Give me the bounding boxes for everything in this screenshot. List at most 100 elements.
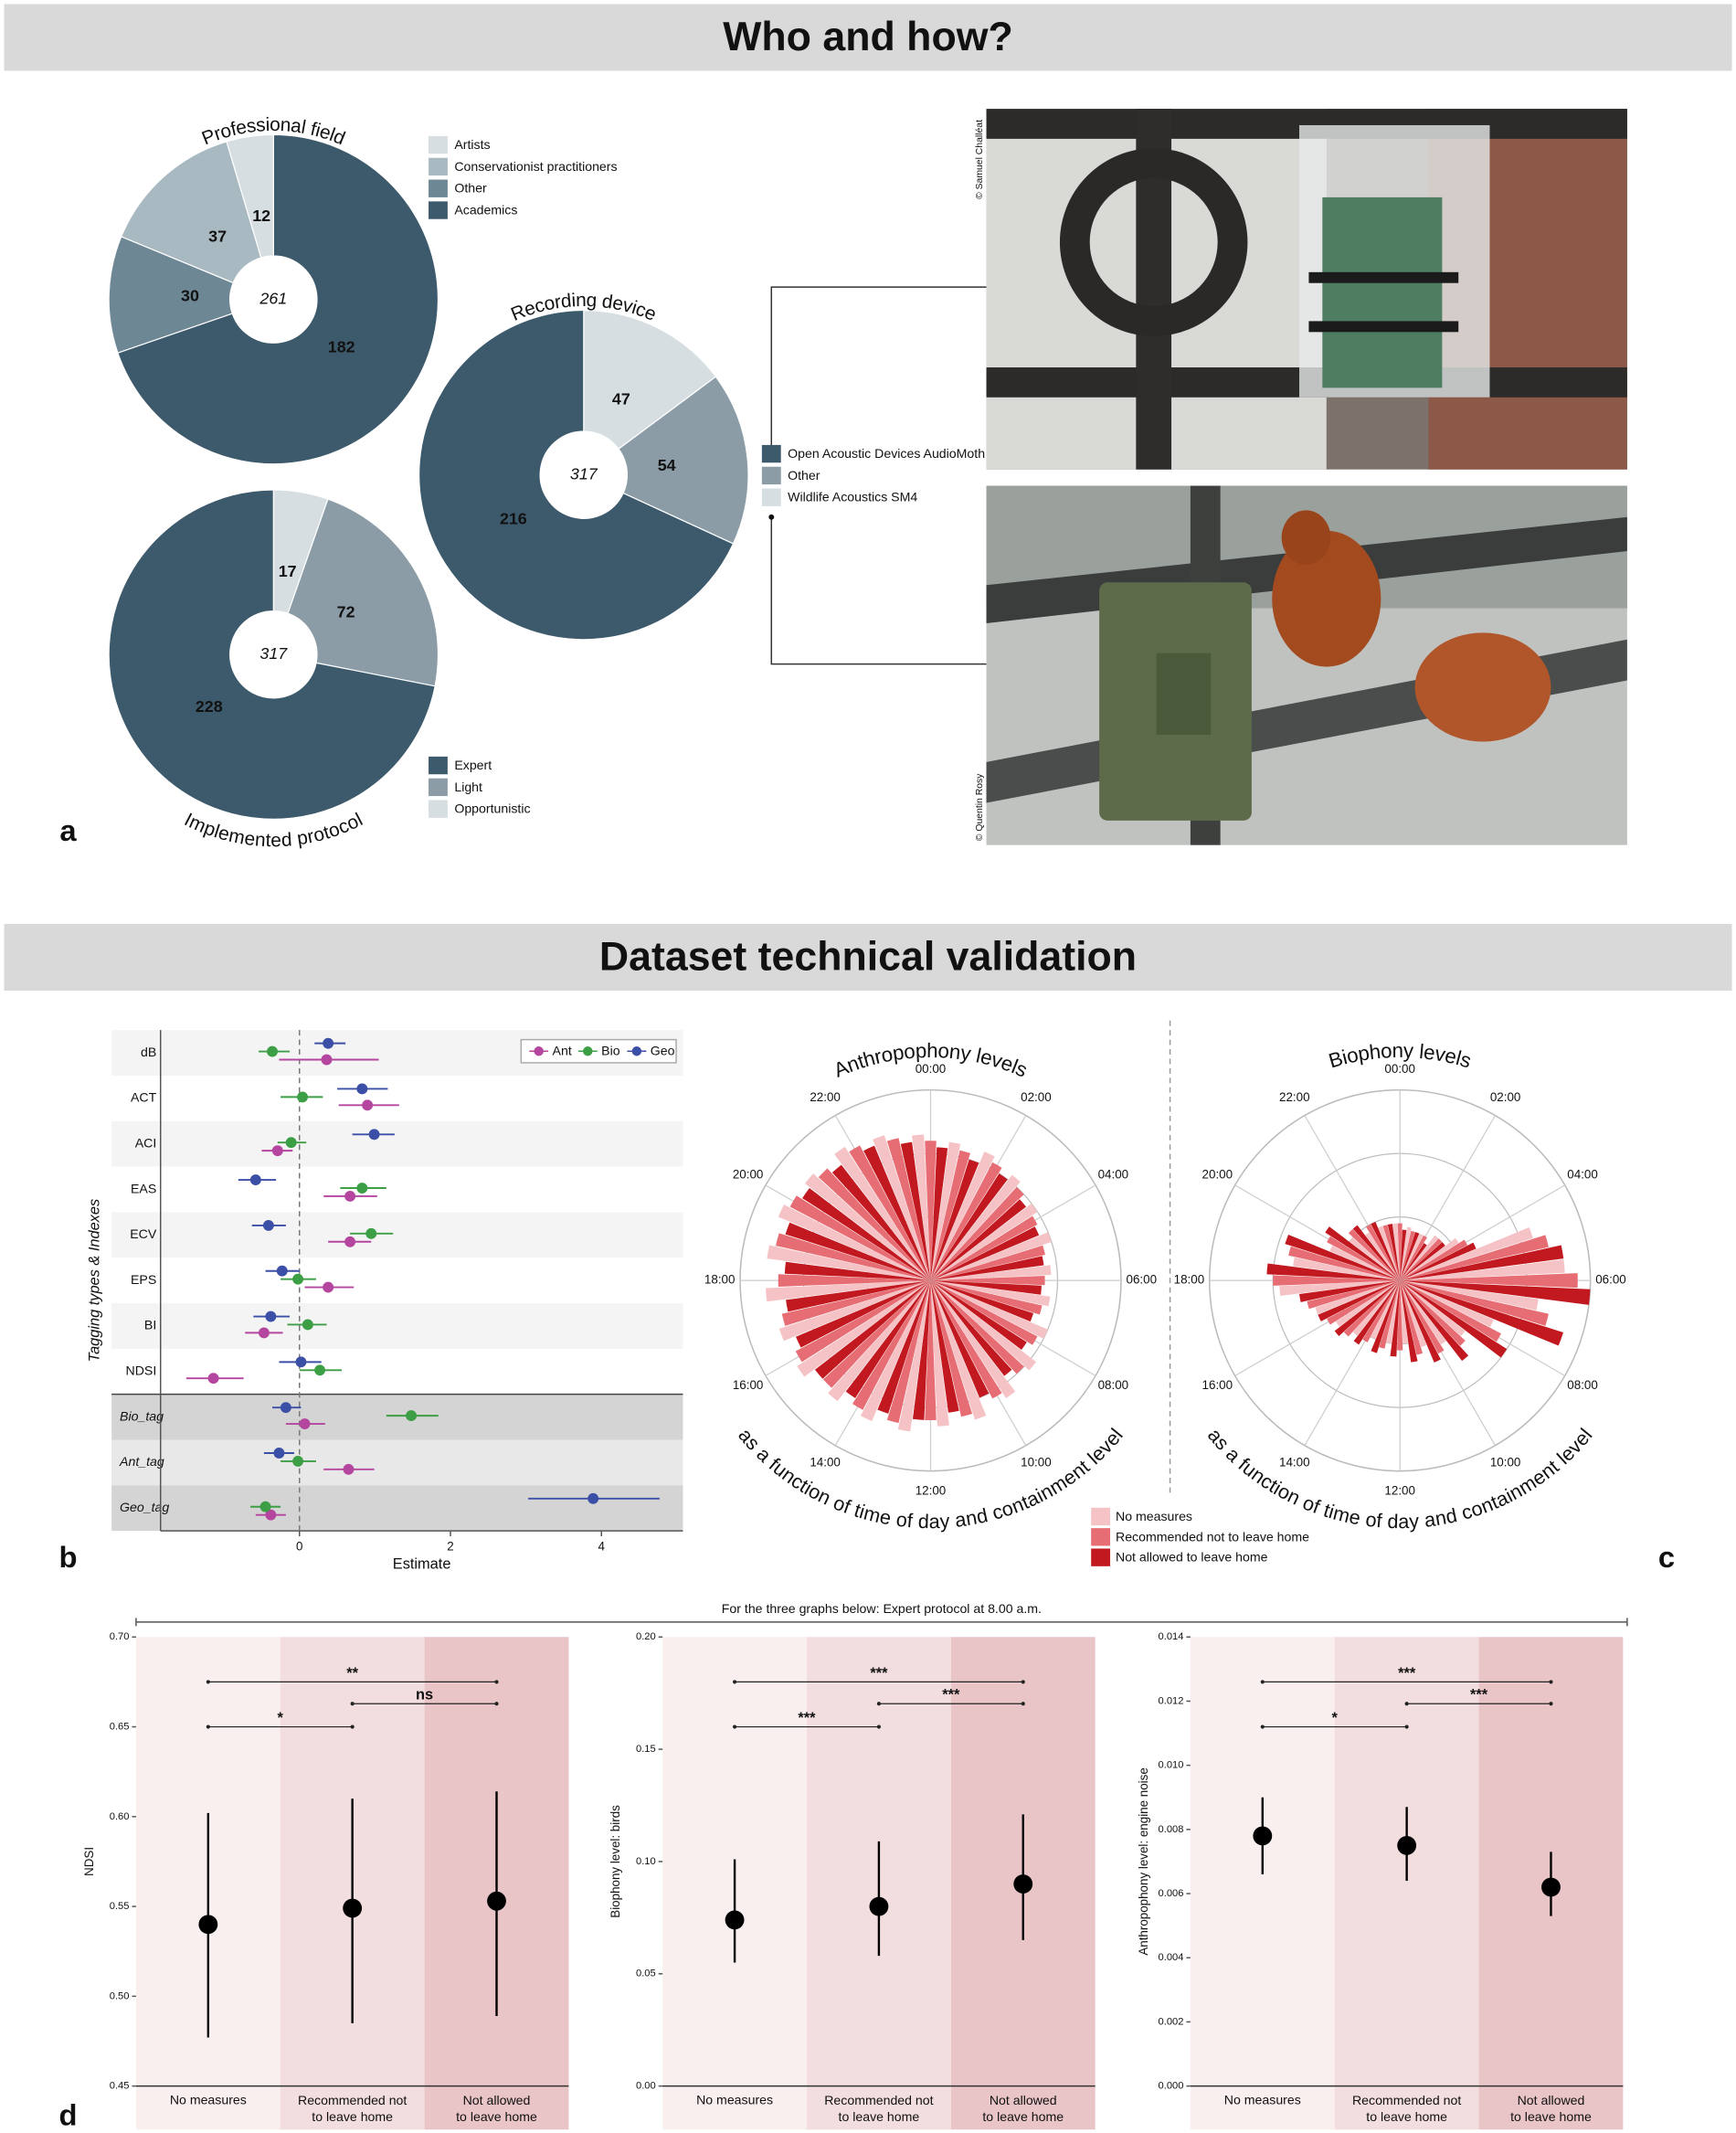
polar-bar: [930, 1159, 979, 1281]
legend-label: Open Acoustic Devices AudioMoth: [788, 446, 985, 461]
angle-label: 06:00: [1127, 1273, 1158, 1287]
legend-swatch: [429, 179, 448, 197]
legend-label: Other: [788, 468, 820, 483]
y-tick-label: 0.65: [110, 1721, 130, 1732]
polar-bar: [930, 1280, 1002, 1399]
comparison-end: [732, 1680, 737, 1684]
legend-label: Ant: [553, 1044, 572, 1058]
polar-bar: [778, 1280, 931, 1342]
polar-bar: [897, 1280, 931, 1432]
row-band: [111, 1258, 683, 1304]
donut-total: 261: [259, 289, 287, 307]
polar-bar: [802, 1187, 931, 1281]
polar-bar: [1318, 1280, 1401, 1321]
polar-bar: [1400, 1242, 1477, 1281]
polar-bar: [1400, 1280, 1446, 1345]
polar-bar: [849, 1145, 931, 1281]
estimate-point: [280, 1402, 291, 1414]
row-label: NDSI: [126, 1364, 157, 1378]
polar-bar: [796, 1280, 931, 1348]
estimate-point: [207, 1373, 219, 1385]
y-tick-label: 0.010: [1159, 1760, 1184, 1771]
polar-bar: [930, 1245, 1045, 1281]
polar-bar: [1400, 1239, 1468, 1281]
polar-bar: [1400, 1233, 1424, 1281]
polar-bar: [930, 1226, 1040, 1281]
polar-bar: [930, 1280, 1012, 1376]
polar-bar: [1400, 1229, 1407, 1281]
polar-bar: [1327, 1236, 1401, 1281]
slice-label: 17: [279, 562, 297, 580]
polar-bar: [845, 1280, 931, 1398]
polar-bar: [1382, 1225, 1401, 1281]
y-tick-label: 0.70: [110, 1631, 130, 1642]
section-bar: [4, 4, 1732, 71]
polar-bar: [1397, 1280, 1403, 1351]
row-band: [111, 1439, 683, 1486]
comparison-end: [876, 1702, 881, 1706]
angle-label: 14:00: [1279, 1456, 1310, 1470]
panel-label: d: [58, 2098, 77, 2132]
polar-bar: [930, 1151, 995, 1281]
angle-label: 12:00: [1384, 1483, 1415, 1497]
polar-bar: [886, 1280, 931, 1424]
polar-bar: [1397, 1223, 1403, 1281]
polar-bar: [1392, 1223, 1401, 1281]
row-label: BI: [144, 1318, 156, 1332]
angle-label: 18:00: [704, 1273, 736, 1287]
y-tick-label: 0.10: [636, 1856, 656, 1867]
row-band: [111, 1394, 683, 1440]
estimate-point: [343, 1463, 355, 1475]
angle-label: 08:00: [1567, 1378, 1598, 1392]
estimate-point: [302, 1319, 313, 1331]
polar-bar: [930, 1280, 987, 1420]
category-band: [1190, 1637, 1335, 2130]
polar-bar: [930, 1265, 1052, 1281]
polar-bar: [930, 1162, 1002, 1281]
mean-point: [725, 1910, 745, 1930]
polar-bar: [775, 1233, 931, 1281]
note: For the three graphs below: Expert proto…: [722, 1601, 1042, 1616]
polar-bar: [1400, 1242, 1445, 1281]
polar-bar: [1371, 1280, 1401, 1340]
estimate-point: [344, 1236, 356, 1247]
y-tick-label: 0.000: [1159, 2081, 1184, 2092]
x-tick-label: Recommended not to leave home: [298, 2093, 407, 2124]
polar-bar: [930, 1280, 973, 1417]
y-axis-label: Tagging types & Indexes: [87, 1199, 103, 1363]
row-label: Bio_tag: [120, 1408, 164, 1423]
polar-bar: [1386, 1280, 1401, 1344]
x-tick-label: 4: [598, 1540, 606, 1554]
polar-bar: [1400, 1280, 1409, 1344]
connector-dot: [768, 514, 775, 520]
x-tick-label: 0: [296, 1540, 302, 1554]
polar-bar: [930, 1280, 1042, 1295]
estimate-point: [297, 1091, 309, 1103]
polar-bar: [1327, 1280, 1401, 1325]
slice-label: 47: [612, 390, 630, 409]
estimate-point: [295, 1356, 307, 1368]
polar-bar: [1307, 1280, 1401, 1310]
polar-bar: [1400, 1273, 1578, 1289]
legend-label: Academics: [454, 203, 517, 218]
x-tick-label: Recommended not to leave home: [1352, 2093, 1461, 2124]
polar-bar: [930, 1280, 1038, 1345]
polar-bar: [797, 1280, 931, 1377]
photo: [986, 485, 1627, 845]
polar-bar: [1371, 1280, 1401, 1353]
row-band: [111, 1120, 683, 1167]
polar-bar: [1366, 1224, 1401, 1281]
polar-bar: [1400, 1280, 1445, 1354]
polar-bar: [831, 1164, 931, 1281]
donut-total: 317: [570, 464, 598, 483]
photo: [986, 109, 1627, 470]
polar-bar: [1343, 1280, 1401, 1337]
comparison-end: [1021, 1680, 1025, 1684]
angle-label: 10:00: [1021, 1456, 1052, 1470]
polar-bar: [930, 1280, 1048, 1339]
legend-swatch: [429, 800, 448, 818]
polar-bar: [1335, 1280, 1401, 1327]
comparison-end: [206, 1724, 210, 1729]
polar-bar: [1279, 1280, 1401, 1297]
category-band: [1334, 1637, 1479, 2130]
